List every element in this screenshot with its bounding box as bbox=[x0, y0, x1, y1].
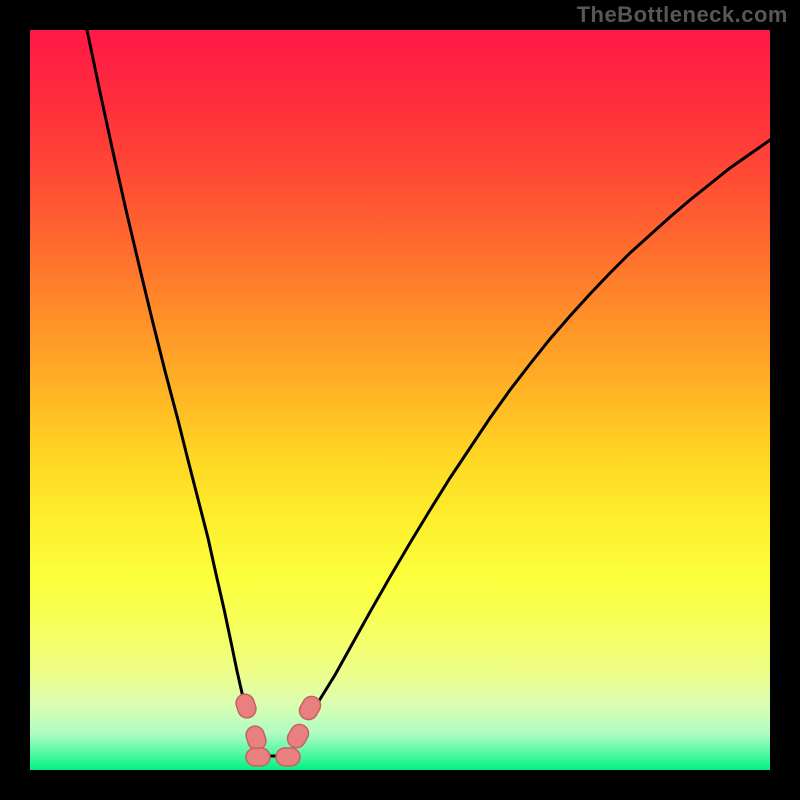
marker-flat-left bbox=[246, 748, 270, 766]
chart-svg bbox=[30, 30, 770, 770]
gradient-background bbox=[30, 30, 770, 770]
watermark-text: TheBottleneck.com bbox=[577, 2, 788, 28]
plot-area bbox=[30, 30, 770, 770]
marker-flat-right bbox=[276, 748, 300, 766]
canvas: TheBottleneck.com bbox=[0, 0, 800, 800]
